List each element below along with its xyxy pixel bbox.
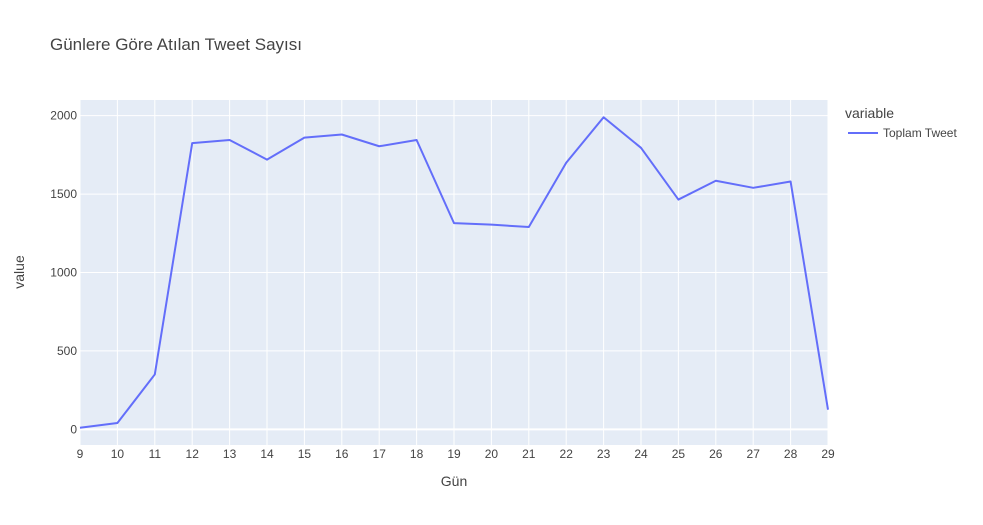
x-tick-label: 15 [298,447,312,461]
x-tick-label: 24 [634,447,648,461]
x-tick-label: 21 [522,447,536,461]
x-tick-label: 16 [335,447,349,461]
x-tick-label: 10 [111,447,125,461]
legend-item[interactable]: Toplam Tweet [848,126,957,140]
y-gridlines [80,115,828,431]
y-tick-label: 2000 [50,109,77,123]
y-tick-label: 0 [70,422,77,436]
legend-items[interactable]: Toplam Tweet [848,126,957,140]
x-tick-label: 23 [597,447,611,461]
x-tick-label: 25 [672,447,686,461]
legend-title: variable [845,105,894,121]
x-tick-label: 9 [77,447,84,461]
y-tick-label: 1000 [50,266,77,280]
x-tick-label: 20 [485,447,499,461]
x-tick-label: 19 [447,447,461,461]
y-axis-title: value [11,255,27,289]
y-tick-label: 500 [57,344,77,358]
legend[interactable]: variable Toplam Tweet [845,105,957,140]
x-tick-label: 17 [373,447,387,461]
x-tick-label: 27 [747,447,761,461]
x-tick-label: 28 [784,447,798,461]
x-tick-label: 12 [186,447,200,461]
x-axis-title: Gün [441,473,467,489]
legend-label: Toplam Tweet [883,126,957,140]
y-tick-label: 1500 [50,187,77,201]
x-tick-label: 26 [709,447,723,461]
series-line-toplam-tweet[interactable] [79,116,829,429]
x-tick-label: 22 [560,447,574,461]
x-tick-label: 29 [821,447,835,461]
x-tick-label: 18 [410,447,424,461]
x-tick-label: 14 [260,447,274,461]
x-tick-label: 11 [149,447,162,461]
chart-title: Günlere Göre Atılan Tweet Sayısı [50,35,302,54]
series-layer [79,116,829,429]
x-tick-labels: 9 10 11 12 13 14 15 16 17 18 19 20 21 22 23 24 25 26 27 28 2… [77,447,835,461]
y-tick-labels: 0 500 1000 1500 2000 [50,109,77,437]
x-tick-label: 13 [223,447,237,461]
